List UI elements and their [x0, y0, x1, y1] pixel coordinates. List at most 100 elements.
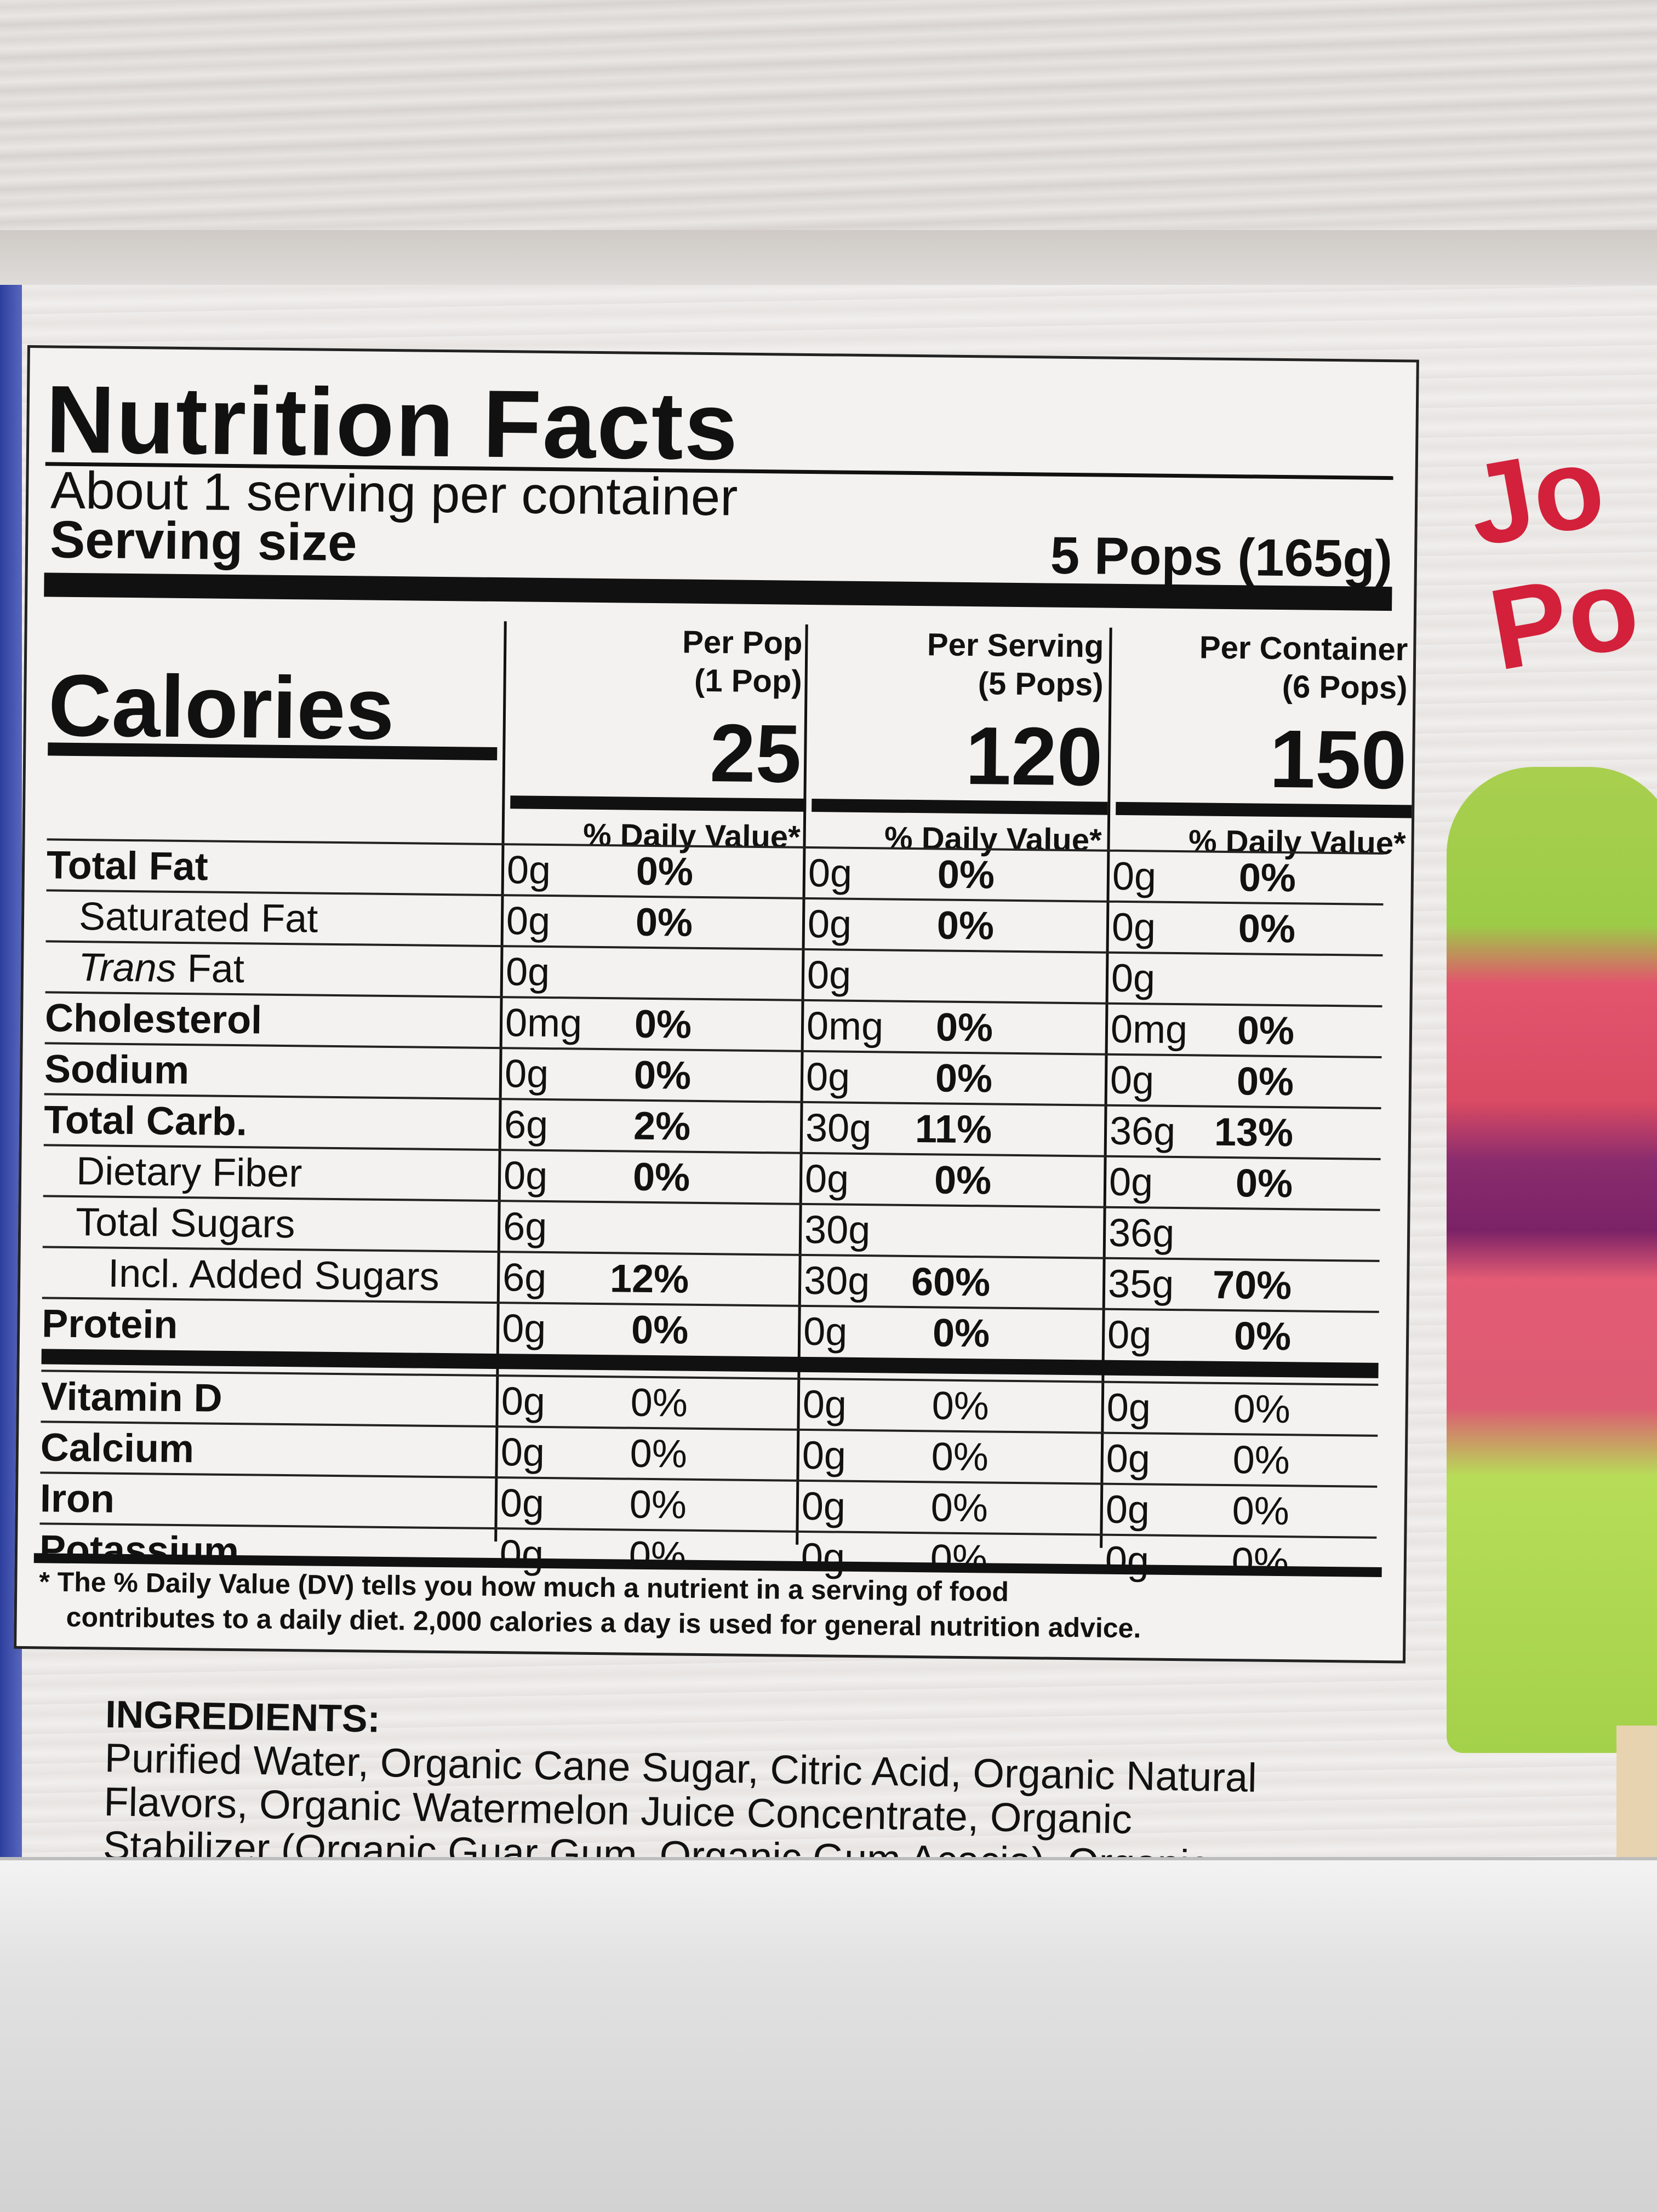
daily-value-percent: 0% [631, 1308, 689, 1353]
amount-value: 36g [1109, 1109, 1176, 1154]
amount-value: 0g [1106, 1436, 1151, 1481]
nutrient-name: Saturated Fat [78, 895, 318, 941]
daily-value-percent: 0% [1235, 1161, 1293, 1206]
amount-value: 0g [505, 950, 550, 995]
amount-value: 0g [808, 851, 853, 896]
amount-value: 0g [803, 1309, 848, 1354]
nutrient-name: Vitamin D [41, 1374, 223, 1420]
amount-value: 0g [506, 848, 551, 893]
daily-value-percent: 0% [1238, 907, 1296, 952]
column-calories-rule [812, 799, 1108, 815]
daily-value-percent: 0% [935, 1056, 993, 1101]
calories-rule [48, 742, 498, 761]
daily-value-percent [1183, 1211, 1293, 1212]
daily-value-percent: 2% [633, 1104, 691, 1149]
nutrient-name: Protein [41, 1302, 178, 1347]
amount-value: 0g [1111, 956, 1156, 1001]
amount-value: 0g [802, 1433, 847, 1478]
amount-value: 0g [1106, 1385, 1151, 1430]
amount-value: 0g [501, 1379, 546, 1424]
daily-value-percent: 0% [1237, 1008, 1295, 1053]
daily-value-percent: 0% [1233, 1314, 1292, 1359]
amount-value: 6g [502, 1205, 547, 1250]
daily-value-percent [884, 953, 993, 954]
nutrient-name: Calcium [40, 1425, 195, 1471]
daily-value-percent: 0% [934, 1158, 992, 1203]
column-calories: 25 [709, 707, 802, 800]
daily-value-percent: 0% [1232, 1438, 1290, 1483]
popsicle-image [1447, 767, 1657, 1753]
amount-value: 0g [504, 1052, 549, 1097]
daily-value-percent: 0% [937, 852, 995, 897]
amount-value: 0mg [806, 1004, 884, 1049]
amount-value: 0g [802, 1382, 847, 1427]
amount-value: 0g [1111, 905, 1156, 950]
daily-value-percent: 0% [936, 903, 995, 948]
nutrient-name-rest: Fat [176, 946, 245, 992]
daily-value-percent: 13% [1214, 1110, 1294, 1155]
amount-value: 0g [501, 1306, 546, 1351]
amount-value: 30g [804, 1207, 871, 1253]
column-heading-line2: (5 Pops) [978, 666, 1104, 703]
daily-value-percent: 0% [930, 1486, 989, 1531]
amount-value: 0g [1112, 854, 1157, 899]
nutrient-name: Iron [39, 1476, 115, 1521]
column-heading-line1: Per Container [1199, 629, 1408, 668]
column-heading: Per Pop (1 Pop) [682, 623, 803, 701]
column-calories-rule [510, 795, 807, 812]
daily-value-percent: 0% [935, 1005, 993, 1050]
column-heading-line2: (1 Pop) [694, 662, 802, 700]
column-heading: Per Serving (5 Pops) [927, 626, 1104, 704]
daily-value-percent: 0% [629, 1482, 687, 1527]
nutrient-name: Incl. Added Sugars [107, 1251, 440, 1299]
amount-value: 0g [1109, 1160, 1153, 1205]
amount-value: 35g [1107, 1262, 1174, 1307]
daily-value-percent: 60% [911, 1259, 991, 1305]
daily-value-percent: 0% [636, 849, 694, 894]
amount-value: 0g [807, 902, 852, 947]
daily-value-percent: 0% [633, 1053, 692, 1098]
amount-value: 0mg [505, 1001, 582, 1046]
daily-value-percent: 70% [1212, 1263, 1292, 1308]
daily-value-percent: 0% [634, 1002, 692, 1047]
freezer-shelf [0, 1857, 1657, 2212]
amount-value: 0g [805, 1055, 850, 1099]
amount-value: 0g [1105, 1487, 1150, 1532]
amount-value: 0g [1110, 1058, 1155, 1103]
column-per-container: Per Container (6 Pops) 150 % Daily Value… [1112, 628, 1419, 861]
daily-value-percent [882, 1208, 991, 1209]
nutrient-name: Sodium [44, 1047, 190, 1093]
daily-value-percent: 0% [1233, 1387, 1291, 1432]
column-calories: 150 [1269, 712, 1408, 806]
daily-value-percent: 11% [915, 1107, 992, 1152]
daily-value-percent: 12% [609, 1257, 689, 1302]
amount-value: 0g [807, 953, 852, 998]
amount-value: 6g [504, 1103, 548, 1148]
amount-value: 0g [804, 1156, 849, 1201]
daily-value-percent: 0% [635, 900, 693, 945]
column-heading-line1: Per Pop [682, 624, 803, 661]
amount-value: 6g [502, 1256, 547, 1300]
column-per-serving: Per Serving (5 Pops) 120 % Daily Value* [808, 624, 1115, 858]
daily-value-footnote: * The % Daily Value (DV) tells you how m… [38, 1564, 1354, 1648]
daily-value-percent [580, 1205, 690, 1206]
daily-value-percent: 0% [931, 1435, 989, 1480]
daily-value-percent: 0% [1238, 856, 1296, 901]
nutrient-name: Cholesterol [44, 996, 262, 1042]
nutrient-name: Total Carb. [43, 1098, 248, 1144]
amount-value: 0g [500, 1430, 545, 1475]
serving-size-value: 5 Pops (165g) [1050, 526, 1393, 589]
column-heading: Per Container (6 Pops) [1199, 628, 1408, 707]
nutrient-name: Trans Fat [78, 945, 245, 992]
nutrient-name-italic: Trans [78, 945, 177, 990]
daily-value-percent: 0% [630, 1380, 688, 1425]
amount-value: 0g [1107, 1313, 1152, 1357]
nutrition-facts-panel: Nutrition Facts About 1 serving per cont… [14, 345, 1419, 1664]
daily-value-percent: 0% [630, 1431, 688, 1476]
amount-value: 0mg [1110, 1007, 1188, 1052]
amount-value: 0g [506, 899, 551, 944]
column-calories: 120 [965, 709, 1104, 803]
daily-value-percent [582, 950, 692, 952]
daily-value-percent: 0% [932, 1311, 990, 1356]
daily-value-percent: 0% [632, 1155, 690, 1200]
